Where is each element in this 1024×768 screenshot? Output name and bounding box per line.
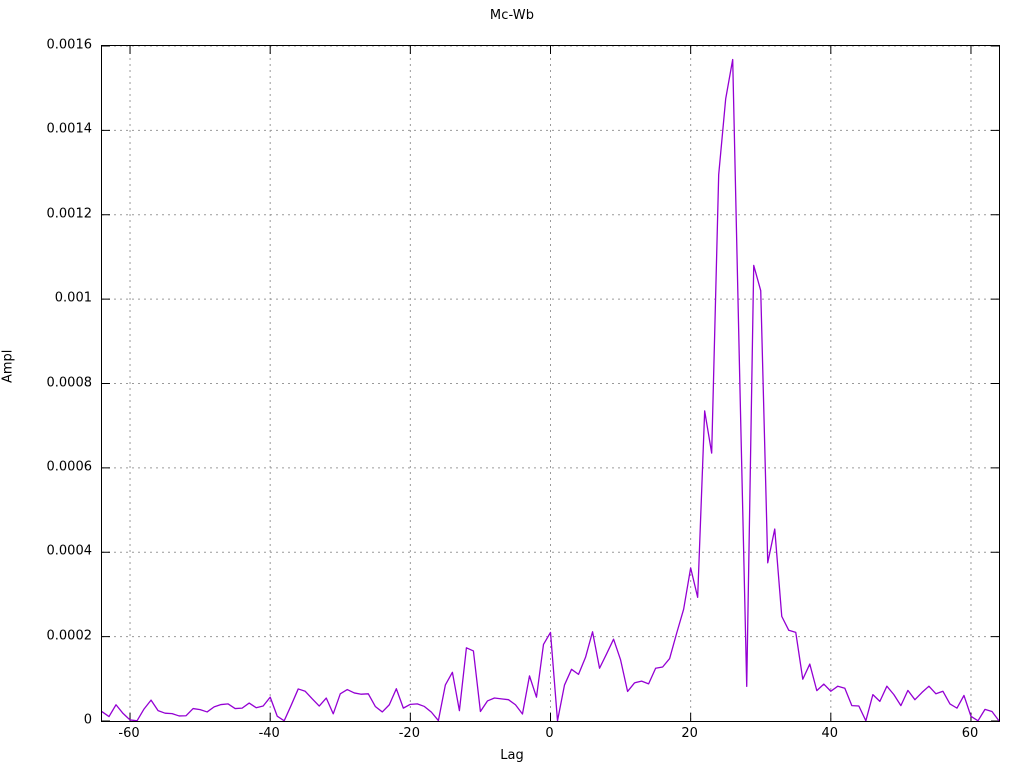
x-tick-label: 20 — [681, 726, 698, 741]
y-tick-label: 0.001 — [54, 290, 92, 306]
y-tick-label: 0.0004 — [46, 543, 93, 559]
x-tick-label: 40 — [821, 726, 839, 741]
x-tick-label: -60 — [118, 726, 140, 741]
x-tick-label: -40 — [258, 726, 280, 741]
grid-lines — [102, 46, 999, 721]
chart-title: Mc-Wb — [489, 8, 535, 23]
x-axis-label: Lag — [500, 748, 524, 763]
chart-canvas — [102, 46, 999, 721]
y-tick-label: 0.0006 — [46, 459, 93, 475]
y-tick-label: 0.0002 — [46, 628, 93, 644]
y-tick-label: 0.0014 — [46, 121, 93, 137]
data-line — [102, 58, 999, 721]
y-tick-label: 0.0016 — [46, 37, 93, 53]
x-tick-label: 0 — [545, 726, 554, 741]
y-tick-label: 0 — [83, 712, 92, 728]
data-series-group — [102, 58, 999, 721]
plot-area — [101, 45, 1000, 722]
x-tick-label: -20 — [398, 726, 420, 741]
y-tick-label: 0.0008 — [46, 375, 93, 390]
y-axis-tick-labels: 0 0.0002 0.0004 0.0006 0.0008 0.001 0.0012 0.00… — [0, 0, 93, 768]
y-tick-label: 0.0012 — [46, 206, 93, 222]
x-tick-label: 60 — [961, 726, 979, 741]
